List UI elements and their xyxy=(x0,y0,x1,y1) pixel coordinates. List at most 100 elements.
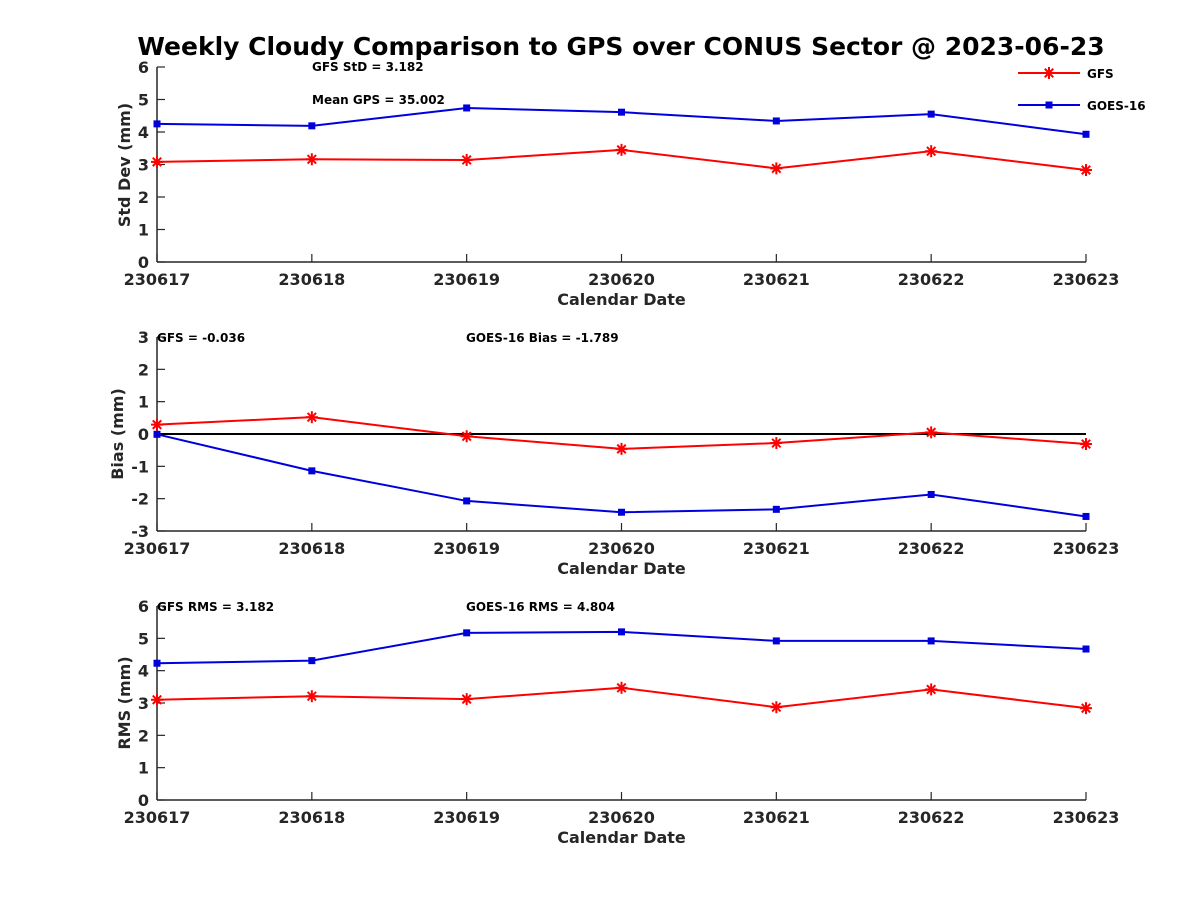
x-axis-label: Calendar Date xyxy=(557,828,686,847)
data-point xyxy=(618,628,625,636)
data-point xyxy=(618,108,625,116)
chart-panel-1: 230617 230618 230619 230620 230621 230622 2306… xyxy=(115,58,1119,309)
y-tick-label: 2 xyxy=(138,188,149,207)
x-tick-label: 230620 xyxy=(588,808,655,827)
data-point xyxy=(927,637,935,645)
data-point xyxy=(1080,702,1092,715)
legend-label: GFS xyxy=(1087,67,1114,81)
y-tick-label: 0 xyxy=(138,425,149,444)
data-point xyxy=(618,508,625,516)
chart-panel-2: 230617 230618 230619 230620 230621 230622 2306… xyxy=(108,328,1119,578)
x-tick-label: 230619 xyxy=(433,539,500,558)
series-gfs xyxy=(151,681,1092,715)
legend-entry-gfs: GFS xyxy=(1018,67,1114,81)
data-point xyxy=(463,629,471,637)
data-point xyxy=(1082,130,1090,138)
data-point xyxy=(153,659,161,667)
data-point xyxy=(153,120,161,128)
data-point xyxy=(615,143,628,156)
x-tick-label: 230623 xyxy=(1053,808,1120,827)
series-goes-16 xyxy=(153,628,1090,667)
stat-annotation: GFS StD = 3.182 xyxy=(312,60,424,74)
data-point xyxy=(460,693,473,706)
data-point xyxy=(305,690,318,703)
data-point xyxy=(308,467,316,475)
data-point xyxy=(151,418,163,431)
y-tick-label: -3 xyxy=(131,522,149,541)
legend-entry-goes-16: GOES-16 xyxy=(1018,99,1146,113)
data-point xyxy=(772,505,780,513)
data-point xyxy=(925,426,938,439)
x-tick-label: 230618 xyxy=(278,270,345,289)
y-tick-label: 0 xyxy=(138,791,149,810)
stat-annotation: GOES-16 Bias = -1.789 xyxy=(466,331,619,345)
data-point xyxy=(463,104,471,112)
y-tick-label: 3 xyxy=(138,694,149,713)
series-goes-16 xyxy=(153,104,1090,138)
series-goes-16 xyxy=(153,430,1090,520)
x-tick-label: 230620 xyxy=(588,539,655,558)
y-tick-label: 6 xyxy=(138,58,149,77)
data-point xyxy=(1080,438,1092,451)
data-point xyxy=(925,683,938,696)
x-tick-label: 230622 xyxy=(898,808,965,827)
data-point xyxy=(772,637,780,645)
y-tick-label: 0 xyxy=(138,253,149,272)
series-gfs xyxy=(151,143,1092,177)
x-tick-label: 230619 xyxy=(433,270,500,289)
data-point xyxy=(151,155,163,168)
data-point xyxy=(151,693,163,706)
data-point xyxy=(1082,512,1090,520)
y-tick-label: 3 xyxy=(138,328,149,347)
y-tick-label: 2 xyxy=(138,726,149,745)
stat-annotation: GFS = -0.036 xyxy=(157,331,245,345)
stat-annotation: GFS RMS = 3.182 xyxy=(157,600,274,614)
chart-panels: 230617 230618 230619 230620 230621 230622 2306… xyxy=(108,58,1119,847)
y-axis-label: Bias (mm) xyxy=(108,388,127,480)
data-point xyxy=(927,110,935,118)
x-tick-label: 230621 xyxy=(743,808,810,827)
x-axis-label: Calendar Date xyxy=(557,290,686,309)
y-tick-label: -1 xyxy=(131,457,149,476)
x-tick-label: 230623 xyxy=(1053,539,1120,558)
data-point xyxy=(305,411,318,424)
y-axis-label: Std Dev (mm) xyxy=(115,103,134,227)
x-tick-label: 230621 xyxy=(743,539,810,558)
y-tick-label: 1 xyxy=(138,759,149,778)
data-point xyxy=(1082,645,1090,653)
data-point xyxy=(927,490,935,498)
y-tick-label: 5 xyxy=(138,629,149,648)
x-tick-label: 230623 xyxy=(1053,270,1120,289)
data-point xyxy=(153,430,161,438)
y-tick-label: 1 xyxy=(138,221,149,240)
x-axis-label: Calendar Date xyxy=(557,559,686,578)
y-axis-label: RMS (mm) xyxy=(115,656,134,749)
data-point xyxy=(460,153,473,166)
y-tick-label: 5 xyxy=(138,91,149,110)
data-point xyxy=(615,681,628,694)
data-point xyxy=(308,657,316,665)
x-tick-label: 230620 xyxy=(588,270,655,289)
y-tick-label: 3 xyxy=(138,156,149,175)
figure-title: Weekly Cloudy Comparison to GPS over CON… xyxy=(137,32,1104,61)
data-point xyxy=(1080,164,1092,177)
x-tick-label: 230622 xyxy=(898,270,965,289)
y-tick-label: 4 xyxy=(138,662,149,681)
data-point xyxy=(925,145,938,158)
x-tick-label: 230618 xyxy=(278,808,345,827)
y-tick-label: 2 xyxy=(138,360,149,379)
stat-annotation: GOES-16 RMS = 4.804 xyxy=(466,600,615,614)
series-gfs xyxy=(151,411,1092,455)
x-tick-label: 230621 xyxy=(743,270,810,289)
data-point xyxy=(305,153,318,166)
x-tick-label: 230618 xyxy=(278,539,345,558)
x-tick-label: 230619 xyxy=(433,808,500,827)
data-point xyxy=(772,117,780,125)
data-point xyxy=(770,437,783,450)
y-tick-label: 1 xyxy=(138,393,149,412)
x-tick-label: 230617 xyxy=(124,539,191,558)
y-tick-label: 4 xyxy=(138,123,149,142)
legend-label: GOES-16 xyxy=(1087,99,1146,113)
stat-annotation: Mean GPS = 35.002 xyxy=(312,93,445,107)
